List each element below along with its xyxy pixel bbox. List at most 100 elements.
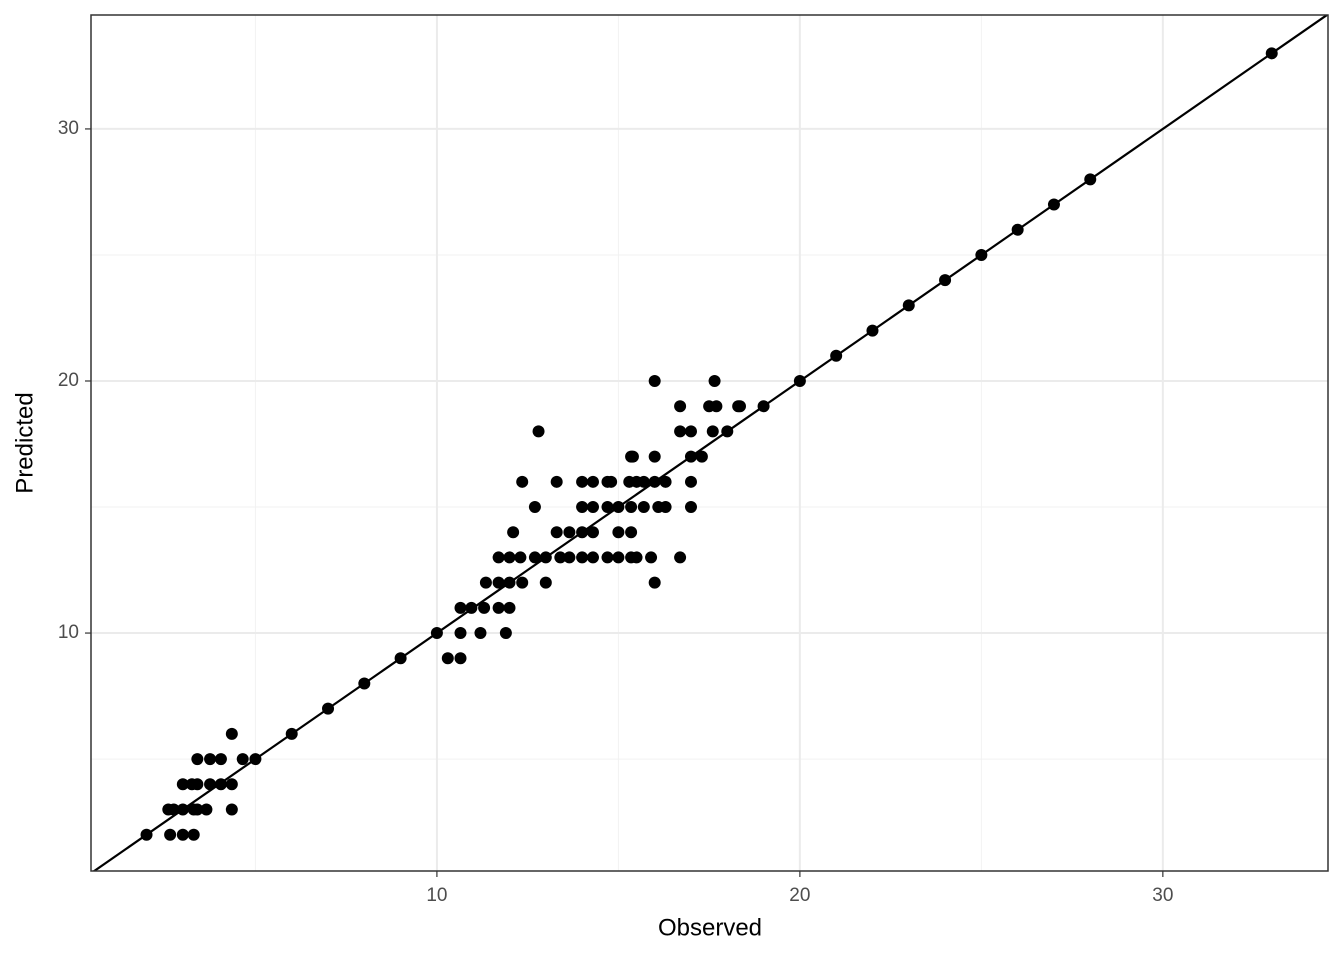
point bbox=[830, 349, 843, 362]
point bbox=[674, 400, 687, 413]
point bbox=[645, 551, 658, 564]
point bbox=[612, 501, 625, 514]
point bbox=[1265, 47, 1278, 60]
point bbox=[454, 652, 467, 665]
y-axis-title: Predicted bbox=[11, 392, 38, 493]
point bbox=[479, 576, 492, 589]
point bbox=[648, 450, 661, 463]
point bbox=[684, 475, 697, 488]
point bbox=[550, 526, 563, 539]
point bbox=[684, 425, 697, 438]
point bbox=[586, 501, 599, 514]
point bbox=[939, 274, 952, 287]
point bbox=[503, 576, 516, 589]
plot-border bbox=[90, 14, 1329, 872]
x-tick-label: 30 bbox=[1152, 885, 1173, 906]
point bbox=[625, 526, 638, 539]
point bbox=[507, 526, 520, 539]
point bbox=[191, 803, 204, 816]
point bbox=[576, 526, 589, 539]
point bbox=[612, 551, 625, 564]
point bbox=[684, 501, 697, 514]
point bbox=[430, 627, 443, 640]
point bbox=[285, 727, 298, 740]
point bbox=[516, 576, 529, 589]
point bbox=[1011, 223, 1024, 236]
y-tick-label: 30 bbox=[58, 118, 79, 139]
point bbox=[586, 526, 599, 539]
point bbox=[214, 778, 227, 791]
point bbox=[140, 828, 153, 841]
point bbox=[637, 501, 650, 514]
point bbox=[492, 576, 505, 589]
point bbox=[630, 551, 643, 564]
point bbox=[191, 753, 204, 766]
point bbox=[695, 450, 708, 463]
point bbox=[648, 576, 661, 589]
point bbox=[659, 475, 672, 488]
point bbox=[167, 803, 180, 816]
point bbox=[532, 425, 545, 438]
y-tick-label: 10 bbox=[58, 622, 79, 643]
x-tick-label: 20 bbox=[789, 885, 810, 906]
point bbox=[358, 677, 371, 690]
point bbox=[503, 551, 516, 564]
x-axis-title: Observed bbox=[658, 914, 762, 941]
point bbox=[586, 551, 599, 564]
point bbox=[648, 374, 661, 387]
reference-line bbox=[92, 15, 1328, 871]
point bbox=[866, 324, 879, 337]
point bbox=[721, 425, 734, 438]
point bbox=[601, 551, 614, 564]
point bbox=[706, 425, 719, 438]
point bbox=[225, 727, 238, 740]
point bbox=[236, 753, 249, 766]
point bbox=[648, 475, 661, 488]
point bbox=[454, 601, 467, 614]
point bbox=[539, 551, 552, 564]
point bbox=[249, 753, 262, 766]
point bbox=[674, 425, 687, 438]
point bbox=[975, 248, 988, 261]
point bbox=[563, 526, 576, 539]
point bbox=[674, 551, 687, 564]
point bbox=[625, 501, 638, 514]
point bbox=[214, 753, 227, 766]
point bbox=[708, 374, 721, 387]
point bbox=[225, 778, 238, 791]
point bbox=[601, 501, 614, 514]
point bbox=[902, 299, 915, 312]
point bbox=[204, 778, 217, 791]
point bbox=[659, 501, 672, 514]
point bbox=[710, 400, 723, 413]
point bbox=[200, 803, 213, 816]
point bbox=[441, 652, 454, 665]
point bbox=[514, 551, 527, 564]
point bbox=[516, 475, 529, 488]
point bbox=[637, 475, 650, 488]
point bbox=[1084, 173, 1097, 186]
x-tick-label: 10 bbox=[426, 885, 447, 906]
point bbox=[554, 551, 567, 564]
point bbox=[576, 475, 589, 488]
point bbox=[394, 652, 407, 665]
point bbox=[478, 601, 491, 614]
y-tick-label: 20 bbox=[58, 370, 79, 391]
point bbox=[586, 475, 599, 488]
point bbox=[465, 601, 478, 614]
point bbox=[563, 551, 576, 564]
point bbox=[528, 501, 541, 514]
point bbox=[528, 551, 541, 564]
point bbox=[225, 803, 238, 816]
point bbox=[322, 702, 335, 715]
point bbox=[605, 475, 618, 488]
point bbox=[757, 400, 770, 413]
point bbox=[550, 475, 563, 488]
point bbox=[474, 627, 487, 640]
point bbox=[164, 828, 177, 841]
point bbox=[499, 627, 512, 640]
point bbox=[684, 450, 697, 463]
point bbox=[576, 551, 589, 564]
point bbox=[503, 601, 516, 614]
point bbox=[1047, 198, 1060, 211]
